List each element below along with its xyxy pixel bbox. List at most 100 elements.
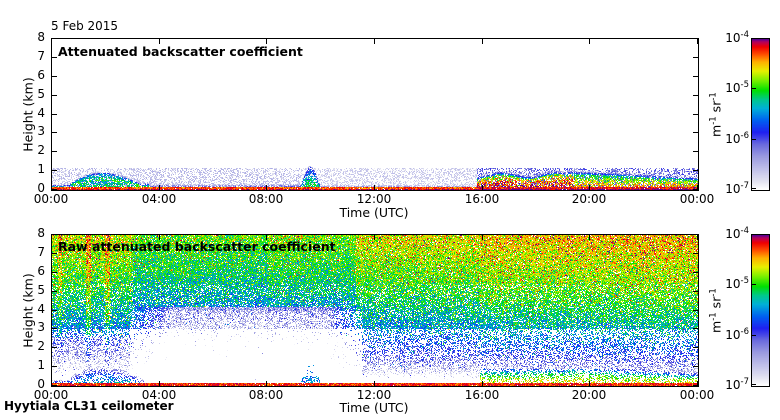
y-tick-mark-right-p1-5: [693, 95, 698, 96]
heatmap-canvas-attenuated-backscatter: [52, 39, 698, 190]
y-tick-mark-right-p2-2: [693, 347, 698, 348]
y-tick-mark-right-p1-3: [693, 132, 698, 133]
y-tick-mark-p2-2: [52, 347, 57, 348]
x-tick-mark-p2-0: [51, 381, 52, 386]
x-tick-label-p2-8: 08:00: [248, 388, 284, 402]
x-tick-mark-top-p1-0: [51, 39, 52, 44]
colorbar-tick-label-p1--6: 10-6: [725, 131, 749, 146]
y-tick-mark-p1-3: [52, 132, 57, 133]
x-tick-mark-top-p2-24: [697, 235, 698, 240]
heatmap-canvas-raw-attenuated-backscatter: [52, 235, 698, 386]
y-tick-mark-right-p2-8: [693, 234, 698, 235]
colorbar-tick-mark-p2--4: [752, 234, 756, 235]
y-tick-mark-right-p2-5: [693, 291, 698, 292]
y-tick-label-p2-0: 0: [37, 377, 45, 391]
colorbar-tick-mark-p2--7: [752, 384, 756, 385]
x-tick-mark-p1-24: [697, 185, 698, 190]
x-tick-mark-top-p1-24: [697, 39, 698, 44]
y-tick-label-p2-7: 7: [37, 245, 45, 259]
y-tick-label-p2-1: 1: [37, 358, 45, 372]
x-tick-mark-p1-4: [159, 185, 160, 190]
colorbar-tick-label-p2--6: 10-6: [725, 327, 749, 342]
y-tick-label-p1-2: 2: [37, 143, 45, 157]
y-tick-label-p1-0: 0: [37, 181, 45, 195]
y-tick-mark-p2-4: [52, 310, 57, 311]
x-axis-title-panel1: Time (UTC): [339, 205, 409, 220]
x-axis-title-panel2: Time (UTC): [339, 400, 409, 415]
colorbar-gradient-panel1: [751, 38, 770, 191]
colorbar-tick-mark-p2--6: [752, 335, 756, 336]
y-tick-mark-p1-4: [52, 114, 57, 115]
y-tick-mark-p2-3: [52, 328, 57, 329]
x-tick-mark-p2-4: [159, 381, 160, 386]
instrument-label: Hyytiala CL31 ceilometer: [4, 399, 174, 413]
y-tick-mark-right-p2-7: [693, 253, 698, 254]
colorbar-tick-label-p2--4: 10-4: [725, 226, 749, 241]
y-tick-label-p1-6: 6: [37, 68, 45, 82]
colorbar-tick-mark-p1--5: [752, 88, 756, 89]
colorbar-tick-mark-p1--6: [752, 139, 756, 140]
y-tick-mark-right-p2-1: [693, 366, 698, 367]
y-tick-label-p2-2: 2: [37, 339, 45, 353]
colorbar-tick-mark-p1--4: [752, 38, 756, 39]
x-tick-label-p1-20: 20:00: [571, 192, 607, 206]
x-tick-mark-p2-20: [589, 381, 590, 386]
colorbar-tick-label-p1--4: 10-4: [725, 30, 749, 45]
y-tick-label-p1-5: 5: [37, 87, 45, 101]
x-tick-mark-top-p2-8: [266, 235, 267, 240]
y-tick-label-p2-8: 8: [37, 226, 45, 240]
y-tick-label-p2-4: 4: [37, 302, 45, 316]
y-tick-label-p1-4: 4: [37, 106, 45, 120]
y-tick-label-p1-3: 3: [37, 124, 45, 138]
x-tick-mark-top-p2-16: [482, 235, 483, 240]
x-tick-label-p2-12: 12:00: [356, 388, 392, 402]
y-tick-mark-right-p1-7: [693, 57, 698, 58]
colorbar-tick-label-p1--5: 10-5: [725, 80, 749, 95]
x-tick-mark-p1-8: [266, 185, 267, 190]
y-tick-mark-right-p1-0: [693, 189, 698, 190]
colorbar-tick-mark-p2--5: [752, 284, 756, 285]
y-tick-mark-right-p2-6: [693, 272, 698, 273]
x-tick-label-p2-16: 16:00: [464, 388, 500, 402]
x-tick-label-p1-4: 04:00: [141, 192, 177, 206]
y-tick-mark-p1-5: [52, 95, 57, 96]
x-tick-mark-p1-20: [589, 185, 590, 190]
colorbar-canvas-panel1: [752, 39, 769, 190]
plot-area-attenuated-backscatter[interactable]: [51, 38, 699, 191]
y-tick-mark-p1-1: [52, 170, 57, 171]
x-tick-mark-top-p1-12: [374, 39, 375, 44]
x-tick-mark-top-p1-8: [266, 39, 267, 44]
colorbar-gradient-panel2: [751, 234, 770, 387]
x-tick-label-p1-8: 08:00: [248, 192, 284, 206]
colorbar-canvas-panel2: [752, 235, 769, 386]
x-tick-label-p2-0: 00:00: [33, 388, 69, 402]
x-tick-mark-top-p1-20: [589, 39, 590, 44]
x-tick-mark-top-p1-4: [159, 39, 160, 44]
y-tick-label-p2-5: 5: [37, 283, 45, 297]
x-tick-mark-p1-0: [51, 185, 52, 190]
colorbar-tick-label-p2--7: 10-7: [725, 377, 749, 392]
y-tick-label-p2-6: 6: [37, 264, 45, 278]
y-tick-mark-p2-8: [52, 234, 57, 235]
y-tick-mark-right-p2-4: [693, 310, 698, 311]
y-tick-mark-p1-6: [52, 76, 57, 77]
x-tick-label-p2-20: 20:00: [571, 388, 607, 402]
plot-area-raw-attenuated-backscatter[interactable]: [51, 234, 699, 387]
y-tick-mark-right-p1-2: [693, 151, 698, 152]
y-tick-label-p2-3: 3: [37, 320, 45, 334]
x-tick-mark-top-p2-20: [589, 235, 590, 240]
y-tick-mark-p1-8: [52, 38, 57, 39]
y-tick-mark-p2-0: [52, 385, 57, 386]
x-tick-label-p1-0: 00:00: [33, 192, 69, 206]
y-tick-mark-p2-7: [52, 253, 57, 254]
x-tick-mark-top-p1-16: [482, 39, 483, 44]
y-tick-mark-right-p1-6: [693, 76, 698, 77]
colorbar-tick-label-p1--7: 10-7: [725, 181, 749, 196]
y-tick-mark-p2-6: [52, 272, 57, 273]
x-tick-mark-top-p2-12: [374, 235, 375, 240]
x-tick-label-p1-12: 12:00: [356, 192, 392, 206]
x-tick-mark-top-p2-4: [159, 235, 160, 240]
x-tick-mark-p1-16: [482, 185, 483, 190]
y-tick-label-p1-8: 8: [37, 30, 45, 44]
x-tick-mark-top-p2-0: [51, 235, 52, 240]
